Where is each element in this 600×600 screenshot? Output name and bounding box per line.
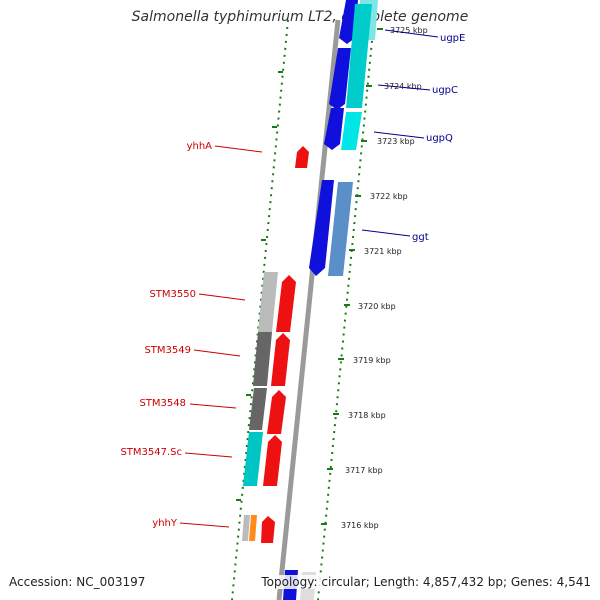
reverse-leader-lines [179, 145, 263, 528]
label-ugpC[interactable]: ugpC [432, 85, 458, 96]
reverse-strand-features [242, 146, 309, 543]
leader-STM3550 [198, 293, 246, 301]
gene-arrow-yhhY[interactable] [261, 516, 275, 543]
gene-block-yhhY-orange[interactable] [249, 515, 257, 541]
gene-arrow-ugpC[interactable] [329, 48, 351, 110]
minor-ticks [236, 71, 283, 501]
label-ggt[interactable]: ggt [412, 232, 429, 243]
gene-block-yhhY-grey[interactable] [242, 515, 250, 541]
gene-block-STM3550[interactable] [258, 272, 278, 332]
gene-block-ggt[interactable] [328, 182, 353, 276]
accession-label: Accession: NC_003197 [9, 575, 146, 589]
label-ugpE[interactable]: ugpE [440, 33, 465, 44]
gene-arrow-STM3549[interactable] [271, 333, 290, 386]
leader-STM3549 [193, 349, 241, 357]
gene-arrow-ugpQ[interactable] [324, 108, 344, 150]
scale-label: 3723 kbp [377, 137, 415, 146]
forward-strand-features [283, 0, 378, 600]
gene-block-STM3549[interactable] [253, 332, 272, 386]
map-title: Salmonella typhimurium LT2, complete gen… [131, 9, 469, 25]
gene-block-STM3547[interactable] [243, 432, 263, 486]
gene-block-ugpQ[interactable] [341, 112, 362, 150]
scale-label: 3717 kbp [345, 466, 383, 475]
label-STM3548[interactable]: STM3548 [139, 398, 186, 409]
scale-label: 3716 kbp [341, 521, 379, 530]
leader-STM3547 [184, 452, 233, 458]
label-STM3547[interactable]: STM3547.Sc [120, 447, 182, 458]
gene-block-STM3548[interactable] [249, 388, 267, 430]
forward-gene-labels: ugpE ugpC ugpQ ggt [412, 33, 465, 243]
genome-backbone [276, 19, 341, 600]
label-yhhA[interactable]: yhhA [187, 141, 213, 152]
leader-yhhA [214, 145, 263, 153]
scale-ticks [321, 28, 383, 525]
leader-ugpC [377, 84, 431, 91]
gene-arrow-yhhA[interactable] [295, 146, 309, 168]
genome-summary: Topology: circular; Length: 4,857,432 bp… [259, 575, 591, 589]
scale-label: 3721 kbp [364, 247, 402, 256]
label-yhhY[interactable]: yhhY [152, 518, 178, 529]
scale-label: 3718 kbp [348, 411, 386, 420]
scale-label: 3722 kbp [370, 192, 408, 201]
scale-label: 3720 kbp [358, 302, 396, 311]
leader-ugpQ [373, 131, 425, 139]
forward-leader-lines [361, 29, 439, 237]
leader-yhhY [179, 522, 230, 528]
gene-arrow-STM3547[interactable] [263, 435, 282, 486]
scale-labels: 3725 kbp 3724 kbp 3723 kbp 3722 kbp 3721… [341, 26, 428, 530]
gene-block-ugpC[interactable] [346, 4, 372, 108]
scale-label: 3719 kbp [353, 356, 391, 365]
label-STM3549[interactable]: STM3549 [144, 345, 191, 356]
leader-STM3548 [189, 403, 237, 409]
scale-label: 3725 kbp [390, 26, 428, 35]
reverse-gene-labels: yhhA STM3550 STM3549 STM3548 STM3547.Sc … [120, 141, 212, 529]
label-ugpQ[interactable]: ugpQ [426, 133, 453, 144]
leader-ugpE [384, 29, 439, 38]
leader-ggt [361, 229, 411, 237]
gene-arrow-STM3550[interactable] [276, 275, 296, 332]
gene-arrow-STM3548[interactable] [267, 390, 286, 434]
gene-arrow-ggt[interactable] [309, 180, 334, 276]
scale-label: 3724 kbp [384, 82, 422, 91]
label-STM3550[interactable]: STM3550 [149, 289, 196, 300]
